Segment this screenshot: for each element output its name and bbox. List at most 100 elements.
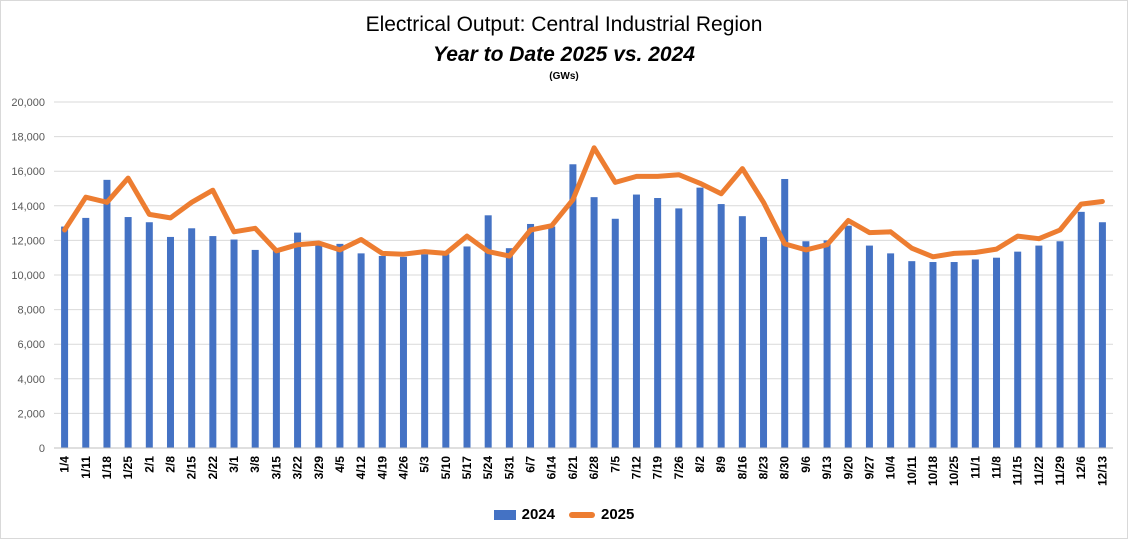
x-tick-label: 10/4 xyxy=(884,456,898,480)
x-tick-label: 1/18 xyxy=(100,456,114,480)
bar-2024 xyxy=(484,215,492,448)
legend-swatch-2024 xyxy=(493,509,516,520)
bar-2024 xyxy=(738,216,746,448)
x-tick-label: 8/9 xyxy=(714,456,728,473)
series-line-2025 xyxy=(62,145,1105,260)
bar-2024 xyxy=(950,262,958,448)
bar-2024 xyxy=(442,254,450,448)
x-tick-label: 9/20 xyxy=(841,456,855,480)
bar-2024 xyxy=(421,254,429,448)
x-tick-label: 7/26 xyxy=(672,456,686,480)
x-tick-label: 1/4 xyxy=(58,456,72,473)
x-tick-label: 6/21 xyxy=(566,456,580,480)
x-tick-label: 11/1 xyxy=(968,456,982,479)
bar-2024 xyxy=(654,198,662,448)
bar-2024 xyxy=(230,239,238,448)
y-tick-label: 16,000 xyxy=(11,166,45,178)
bar-2024 xyxy=(82,217,90,448)
chart-unit-label: (GWs) xyxy=(549,71,579,82)
bar-2024 xyxy=(717,204,725,448)
x-tick-label: 3/8 xyxy=(248,456,262,473)
bar-2024 xyxy=(1035,245,1043,448)
bar-2024 xyxy=(929,262,937,448)
x-tick-label: 4/12 xyxy=(354,456,368,480)
y-tick-label: 0 xyxy=(39,443,45,455)
x-tick-label: 3/1 xyxy=(227,456,241,473)
bar-2024 xyxy=(357,253,365,448)
x-tick-label: 10/11 xyxy=(905,456,919,486)
x-tick-label: 8/23 xyxy=(757,456,771,480)
bar-2024 xyxy=(251,249,259,448)
y-tick-label: 12,000 xyxy=(11,235,45,247)
x-tick-label: 3/15 xyxy=(269,456,283,480)
x-tick-label: 4/26 xyxy=(396,456,410,480)
y-tick-label: 20,000 xyxy=(11,97,45,109)
x-tick-label: 12/6 xyxy=(1074,456,1088,480)
bar-2024 xyxy=(463,246,471,448)
bar-2024 xyxy=(1014,251,1022,448)
bar-2024 xyxy=(188,228,196,448)
bar-2024 xyxy=(865,245,873,448)
y-tick-label: 18,000 xyxy=(11,132,45,144)
x-tick-label: 1/11 xyxy=(79,456,93,479)
x-tick-label: 3/22 xyxy=(291,456,305,480)
bar-2024 xyxy=(505,248,513,448)
bar-2024 xyxy=(590,197,598,448)
bar-2024 xyxy=(781,178,789,449)
bar-2024 xyxy=(823,240,831,448)
bar-2024 xyxy=(1056,241,1064,448)
x-tick-label: 7/5 xyxy=(608,456,622,473)
x-tick-label: 11/29 xyxy=(1053,456,1067,486)
y-tick-label: 2,000 xyxy=(17,408,45,420)
chart-legend: 2024 2025 xyxy=(1,506,1127,523)
bar-2024 xyxy=(166,236,174,448)
x-tick-label: 7/19 xyxy=(651,456,665,480)
legend-label-2024: 2024 xyxy=(521,506,555,523)
bar-2024 xyxy=(527,223,535,448)
x-tick-label: 6/14 xyxy=(545,456,559,480)
bar-2024 xyxy=(611,218,619,448)
legend-item-2025: 2025 xyxy=(569,506,634,523)
bar-2024 xyxy=(887,253,895,448)
bar-2024 xyxy=(971,259,979,448)
x-tick-label: 5/10 xyxy=(439,456,453,480)
x-tick-label: 2/8 xyxy=(163,456,177,473)
x-tick-label: 1/25 xyxy=(121,456,135,480)
x-tick-label: 4/5 xyxy=(333,456,347,473)
bar-2024 xyxy=(993,257,1001,448)
bar-2024 xyxy=(272,250,280,448)
y-tick-label: 14,000 xyxy=(11,201,45,213)
x-tick-label: 11/22 xyxy=(1032,456,1046,486)
chart-subtitle: Year to Date 2025 vs. 2024 xyxy=(433,43,695,66)
x-tick-label: 10/18 xyxy=(926,456,940,486)
y-tick-label: 6,000 xyxy=(17,339,45,351)
legend-item-2024: 2024 xyxy=(493,506,555,523)
x-tick-label: 11/8 xyxy=(990,456,1004,479)
x-tick-label: 2/1 xyxy=(142,456,156,473)
bar-2024 xyxy=(1077,211,1085,448)
bar-2024 xyxy=(103,179,111,448)
legend-label-2025: 2025 xyxy=(601,506,635,523)
x-tick-label: 9/27 xyxy=(862,456,876,480)
x-tick-label: 10/25 xyxy=(947,456,961,486)
x-tick-label: 5/3 xyxy=(418,456,432,473)
x-tick-label: 6/28 xyxy=(587,456,601,480)
x-tick-label: 3/29 xyxy=(312,456,326,480)
y-tick-label: 8,000 xyxy=(17,305,45,317)
bar-2024 xyxy=(844,225,852,448)
bar-2024 xyxy=(61,226,69,448)
chart-title: Electrical Output: Central Industrial Re… xyxy=(365,13,763,36)
bar-2024 xyxy=(294,232,302,448)
x-tick-label: 8/2 xyxy=(693,456,707,473)
x-tick-label: 5/17 xyxy=(460,456,474,480)
bar-2024 xyxy=(632,194,640,448)
bar-2024 xyxy=(145,222,153,448)
bar-2024 xyxy=(569,164,577,448)
bar-2024 xyxy=(378,255,386,448)
x-tick-label: 7/12 xyxy=(629,456,643,480)
x-tick-label: 2/22 xyxy=(206,456,220,480)
x-tick-label: 9/13 xyxy=(820,456,834,480)
x-tick-label: 2/15 xyxy=(185,456,199,480)
